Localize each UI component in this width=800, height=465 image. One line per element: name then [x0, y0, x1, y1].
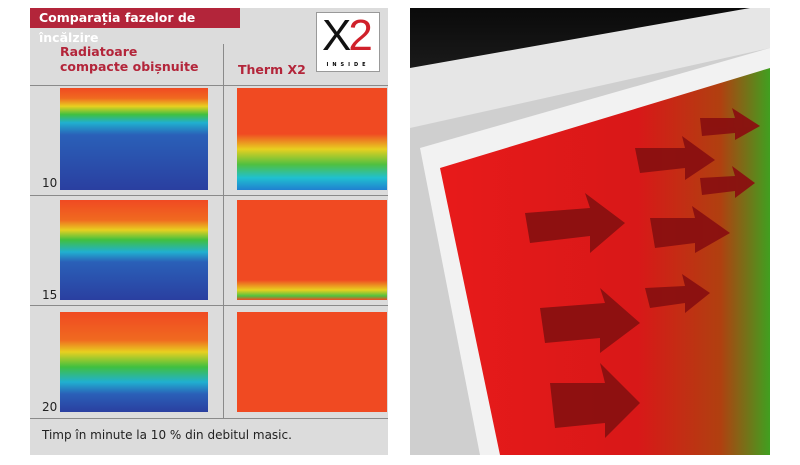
radiator-illustration — [410, 8, 770, 455]
radiator-photo — [410, 8, 770, 455]
row-label-10: 10 — [42, 176, 58, 190]
thermal-image-therm-x2-20 — [237, 312, 387, 412]
footer-note: Timp în minute la 10 % din debitul masic… — [42, 428, 292, 442]
x2-inside-logo: X2 INSIDE — [316, 11, 380, 72]
heating-comparison-panel: Comparația fazelor de încălzire X2 INSID… — [30, 8, 388, 455]
column-divider — [223, 44, 224, 418]
column-header-therm-x2: Therm X2 — [238, 62, 306, 77]
row-label-15: 15 — [42, 288, 58, 302]
divider — [30, 85, 388, 86]
panel-title: Comparația fazelor de încălzire — [30, 8, 240, 45]
thermal-image-conventional-15 — [60, 200, 208, 300]
row-label-20: 20 — [42, 400, 58, 414]
thermal-image-conventional-10 — [60, 88, 208, 190]
thermal-image-therm-x2-10 — [237, 88, 387, 190]
heat-flow-arrows — [525, 108, 760, 438]
divider — [30, 305, 388, 306]
thermal-image-therm-x2-15 — [237, 200, 387, 300]
divider — [30, 418, 388, 419]
column-header-conventional: Radiatoare compacte obișnuite — [60, 44, 199, 74]
divider — [30, 195, 388, 196]
thermal-image-conventional-20 — [60, 312, 208, 412]
